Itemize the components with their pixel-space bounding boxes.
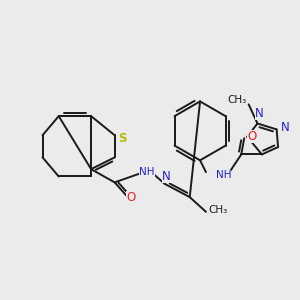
Text: S: S (118, 132, 126, 145)
Text: N: N (255, 107, 263, 120)
Text: NH: NH (139, 167, 155, 177)
Text: CH₃: CH₃ (227, 95, 247, 105)
Text: O: O (126, 190, 136, 204)
Text: NH: NH (216, 170, 231, 180)
Text: CH₃: CH₃ (208, 206, 227, 215)
Text: N: N (162, 170, 171, 183)
Text: N: N (281, 122, 290, 134)
Text: O: O (247, 130, 256, 143)
